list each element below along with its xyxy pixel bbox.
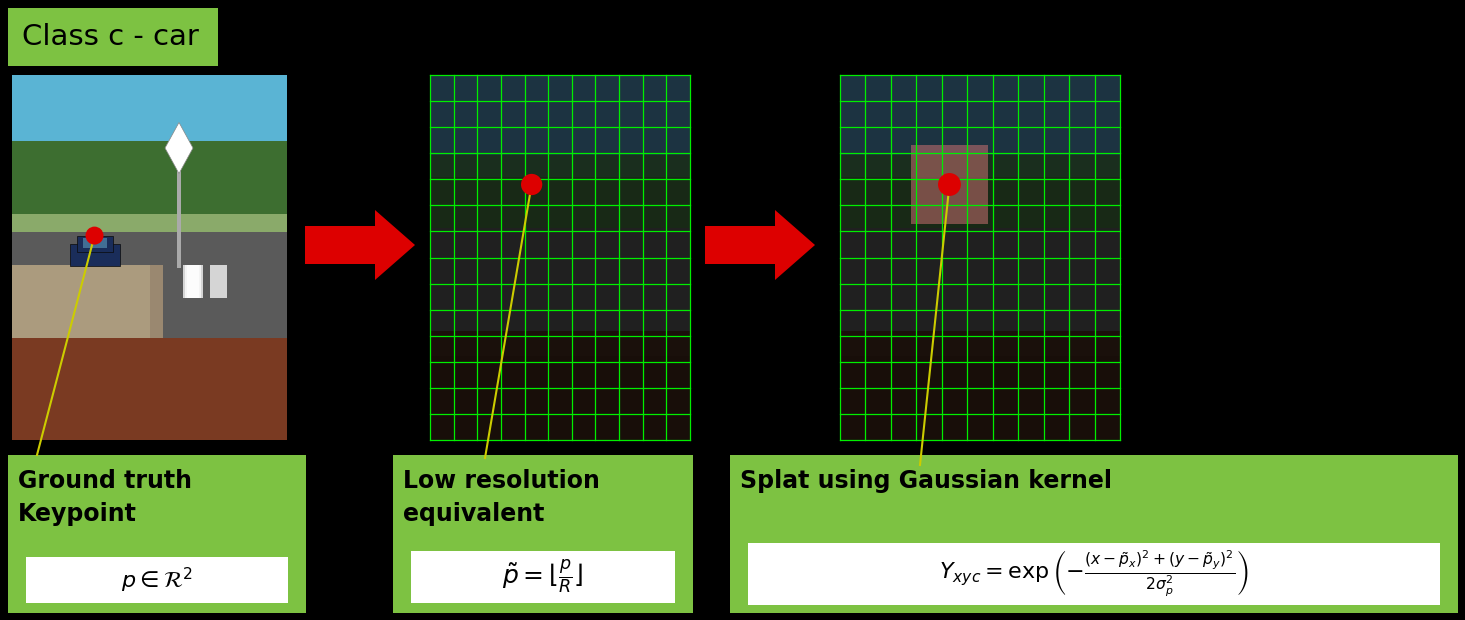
Circle shape xyxy=(938,173,961,196)
Bar xyxy=(12,265,163,360)
Text: $Y_{xyc} = \exp\left(-\frac{(x-\tilde{p}_x)^2+(y-\tilde{p}_y)^2}{2\sigma_p^2}\ri: $Y_{xyc} = \exp\left(-\frac{(x-\tilde{p}… xyxy=(939,549,1248,599)
Bar xyxy=(12,141,287,221)
Bar xyxy=(209,265,227,298)
Bar xyxy=(26,557,289,603)
Bar xyxy=(839,155,1121,228)
FancyArrow shape xyxy=(705,210,815,280)
Bar xyxy=(12,265,149,338)
Text: $p \in \mathcal{R}^2$: $p \in \mathcal{R}^2$ xyxy=(122,565,193,595)
Text: Low resolution
equivalent: Low resolution equivalent xyxy=(403,469,599,526)
Bar xyxy=(749,543,1440,605)
Bar xyxy=(183,265,199,298)
Bar xyxy=(12,75,287,192)
Bar xyxy=(431,330,690,440)
Text: Class c - car: Class c - car xyxy=(22,23,199,51)
Circle shape xyxy=(85,226,104,245)
Bar xyxy=(839,330,1121,440)
Polygon shape xyxy=(166,123,193,174)
Bar xyxy=(730,455,1458,613)
Bar xyxy=(12,232,287,360)
Bar xyxy=(431,75,690,440)
Bar xyxy=(7,8,218,66)
Bar xyxy=(82,237,107,247)
Text: Splat using Gaussian kernel: Splat using Gaussian kernel xyxy=(740,469,1112,493)
Bar xyxy=(431,228,690,356)
Bar xyxy=(431,155,690,228)
Bar xyxy=(431,75,690,177)
Bar xyxy=(12,214,287,232)
Bar xyxy=(911,146,987,224)
Bar xyxy=(839,75,1121,440)
Bar xyxy=(839,228,1121,356)
Bar xyxy=(69,244,120,265)
Bar xyxy=(76,236,113,252)
Circle shape xyxy=(522,174,542,195)
Bar xyxy=(186,265,204,298)
Bar xyxy=(393,455,693,613)
Bar xyxy=(7,455,306,613)
Text: $\tilde{p} = \lfloor \frac{p}{R} \rfloor$: $\tilde{p} = \lfloor \frac{p}{R} \rfloor… xyxy=(502,558,583,596)
Bar xyxy=(839,75,1121,177)
Bar xyxy=(412,551,675,603)
Bar xyxy=(12,338,287,440)
Bar xyxy=(177,141,182,268)
Bar xyxy=(185,265,201,298)
Text: Ground truth
Keypoint: Ground truth Keypoint xyxy=(18,469,192,526)
FancyArrow shape xyxy=(305,210,415,280)
